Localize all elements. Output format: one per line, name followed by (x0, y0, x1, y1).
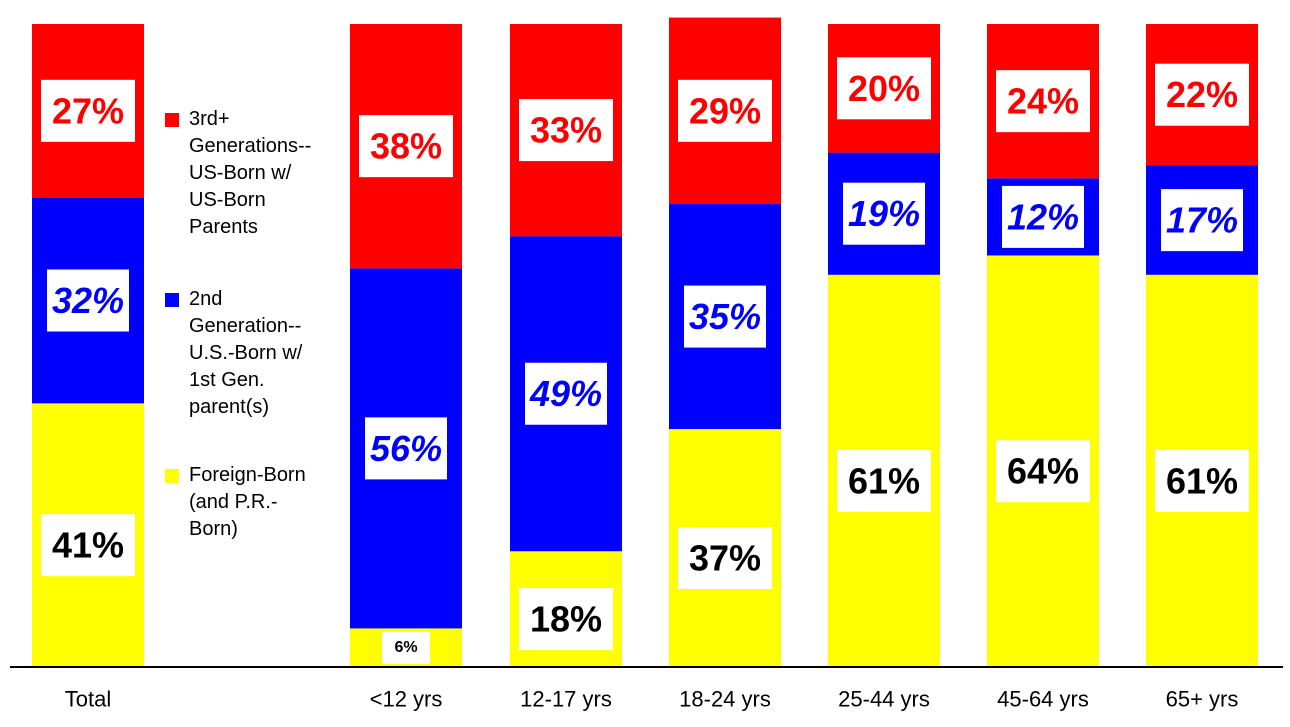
label-box-foreign-born-65-yrs (1155, 449, 1249, 512)
legend-label-foreign-born: Foreign-Born (and P.R.- Born) (189, 464, 306, 540)
data-label-foreign-born-total: 41% (52, 525, 124, 566)
data-label-3rd-gen-65-yrs: 22% (1166, 74, 1238, 115)
data-label-3rd-gen-total: 27% (52, 90, 124, 131)
x-tick-labels-group: Total <12 yrs 12-17 yrs 18-24 yrs 25-44 yrs 4… (65, 687, 1239, 712)
label-box-foreign-born-18-24-yrs (678, 527, 772, 590)
label-box-foreign-born-12-yrs (382, 631, 430, 664)
x-tick-label-25-44-yrs: 25-44 yrs (838, 687, 930, 712)
x-tick-label-12-17-yrs: 12-17 yrs (520, 687, 612, 712)
x-tick-label-12-yrs: <12 yrs (370, 687, 443, 712)
data-label-2nd-gen-45-64-yrs: 12% (1007, 196, 1079, 237)
data-label-3rd-gen-18-24-yrs: 29% (689, 90, 761, 131)
data-label-2nd-gen-12-yrs: 56% (370, 428, 442, 469)
label-box-3rd-gen-45-64-yrs (996, 70, 1090, 133)
label-box-foreign-born-total (41, 514, 135, 577)
data-label-2nd-gen-65-yrs: 17% (1166, 200, 1238, 241)
data-label-foreign-born-12-17-yrs: 18% (530, 599, 602, 640)
legend-label-3rd-generation: 3rd+ Generations-- US-Born w/ US-Born Pa… (189, 108, 312, 238)
data-label-2nd-gen-25-44-yrs: 19% (848, 193, 920, 234)
label-box-3rd-gen-25-44-yrs (837, 57, 931, 120)
label-box-2nd-gen-total (47, 269, 129, 332)
label-box-3rd-gen-65-yrs (1155, 63, 1249, 126)
data-label-foreign-born-65-yrs: 61% (1166, 460, 1238, 501)
x-tick-label-45-64-yrs: 45-64 yrs (997, 687, 1089, 712)
label-box-3rd-gen-12-17-yrs (519, 99, 613, 162)
label-box-foreign-born-25-44-yrs (837, 449, 931, 512)
data-label-foreign-born-45-64-yrs: 64% (1007, 451, 1079, 492)
label-box-3rd-gen-12-yrs (359, 115, 453, 178)
label-box-2nd-gen-12-17-yrs (525, 362, 607, 425)
x-tick-label-18-24-yrs: 18-24 yrs (679, 687, 771, 712)
x-tick-label-65-yrs: 65+ yrs (1166, 687, 1239, 712)
label-box-2nd-gen-12-yrs (365, 417, 447, 480)
data-label-foreign-born-18-24-yrs: 37% (689, 538, 761, 579)
legend-label-2nd-generation: 2nd Generation-- U.S.-Born w/ 1st Gen. p… (189, 288, 303, 418)
data-label-foreign-born-25-44-yrs: 61% (848, 460, 920, 501)
legend-swatch-2nd-generation (165, 293, 179, 307)
label-box-2nd-gen-25-44-yrs (843, 182, 925, 245)
label-box-3rd-gen-18-24-yrs (678, 79, 772, 142)
data-label-2nd-gen-18-24-yrs: 35% (689, 296, 761, 337)
data-label-2nd-gen-total: 32% (52, 280, 124, 321)
data-label-foreign-born-12-yrs: 6% (394, 639, 417, 656)
x-tick-label-total: Total (65, 687, 111, 712)
label-box-2nd-gen-65-yrs (1161, 189, 1243, 252)
label-box-3rd-gen-total (41, 79, 135, 142)
label-box-2nd-gen-18-24-yrs (684, 285, 766, 348)
data-label-3rd-gen-45-64-yrs: 24% (1007, 81, 1079, 122)
label-box-foreign-born-12-17-yrs (519, 588, 613, 651)
legend-swatch-3rd-generation (165, 113, 179, 127)
data-label-3rd-gen-12-yrs: 38% (370, 126, 442, 167)
data-labels-group: 41% 32% 27% 6% 56% 38% 18% 49% 33% 37% 35% 29% 61% 19… (41, 57, 1249, 664)
data-label-2nd-gen-12-17-yrs: 49% (529, 373, 602, 414)
data-label-3rd-gen-25-44-yrs: 20% (848, 68, 920, 109)
data-label-3rd-gen-12-17-yrs: 33% (530, 110, 602, 151)
label-box-foreign-born-45-64-yrs (996, 440, 1090, 503)
legend-swatch-foreign-born (165, 469, 179, 483)
label-box-2nd-gen-45-64-yrs (1002, 185, 1084, 248)
